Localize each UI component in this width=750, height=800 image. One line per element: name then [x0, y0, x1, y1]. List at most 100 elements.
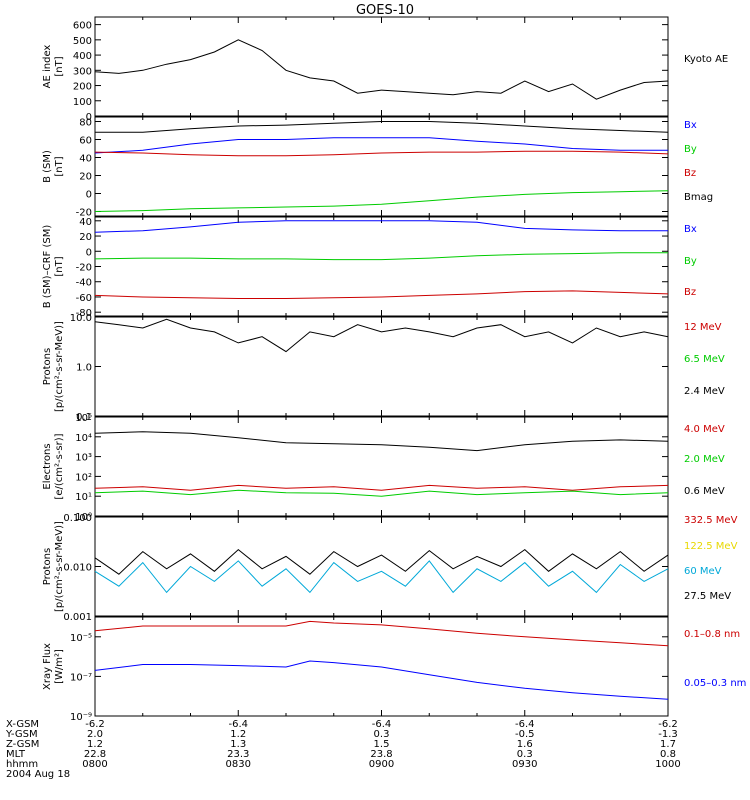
y-tick-label: 20	[79, 172, 92, 183]
y-axis-label: Xray Flux	[42, 643, 53, 690]
legend-entry: 0.6 MeV	[684, 486, 725, 497]
legend-entry: 332.5 MeV	[684, 515, 738, 526]
x-tick-label: 0830	[226, 759, 251, 770]
x-tick-label: -6.2	[85, 719, 105, 730]
y-axis-label: [p/(cm²-s-sr-MeV)]	[54, 321, 65, 412]
x-tick-label: 0800	[82, 759, 107, 770]
legend-entry: 2.4 MeV	[684, 386, 725, 397]
y-axis-label: [W/m²]	[54, 649, 65, 684]
x-tick-label: -6.2	[658, 719, 678, 730]
y-tick-label: 0	[86, 247, 92, 258]
y-tick-label: -20	[76, 208, 92, 219]
legend-entry: 0.05–0.3 nm	[684, 678, 746, 689]
y-tick-label: -80	[76, 308, 92, 319]
series-line	[94, 431, 669, 452]
panel-6: 0.001 0.010 0.100 Protons [p/(cm²-s-sr-MeV)]…	[42, 513, 738, 623]
y-tick-label: 10⁴	[75, 433, 92, 444]
x-tick-label: 23.8	[370, 749, 392, 760]
series-line	[95, 121, 669, 133]
legend-entry: 27.5 MeV	[684, 591, 731, 602]
y-axis-label: AE index	[42, 45, 53, 89]
y-tick-label: 0.010	[63, 563, 92, 574]
legend-entry: 12 MeV	[684, 322, 722, 333]
legend-entry: 6.5 MeV	[684, 354, 725, 365]
y-tick-label: 300	[73, 66, 92, 77]
y-tick-label: 400	[73, 51, 92, 62]
y-tick-label: 10¹	[75, 492, 92, 503]
x-tick-label: 1.5	[374, 739, 390, 750]
x-axis-table: X-GSM -6.2 -6.4 -6.4 -6.4 -6.2Y-GSM 2.0 1.2 0.3-…	[5, 719, 681, 780]
legend-entry: Bmag	[684, 192, 713, 203]
y-tick-label: 1.0	[76, 363, 92, 374]
y-axis-label: [nT]	[54, 256, 65, 276]
y-tick-label: 60	[79, 136, 92, 147]
panel-3: -80 -60 -40 -20 0 20 40 B (SM)–CRF (SM) [nT] Bx By…	[42, 216, 697, 319]
legend-entry: 60 MeV	[684, 566, 722, 577]
x-tick-label: 1.2	[230, 729, 246, 740]
y-axis-label: [e/(cm²-s-sr)]	[54, 433, 65, 499]
x-tick-label: 0.8	[660, 749, 676, 760]
date-label: 2004 Aug 18	[6, 769, 70, 780]
x-tick-label: 1.7	[660, 739, 676, 750]
x-tick-label: 0930	[512, 759, 537, 770]
series-line	[94, 318, 669, 353]
y-tick-label: 500	[73, 36, 92, 47]
panel-frame	[94, 216, 669, 317]
x-tick-label: 1.3	[230, 739, 246, 750]
x-tick-label: -1.3	[658, 729, 678, 740]
y-tick-label: 0	[86, 190, 92, 201]
y-tick-label: 10⁻⁹	[70, 712, 92, 723]
x-tick-label: 1.2	[87, 739, 103, 750]
panel-frame	[94, 116, 669, 217]
y-tick-label: 10²	[75, 472, 92, 483]
panel-4: 0.1 1.0 10.0 Protons [p/(cm²-s-sr-MeV)] 12 Me…	[42, 313, 725, 423]
y-tick-label: 10⁻⁷	[70, 672, 92, 683]
legend-entry: 0.1–0.8 nm	[684, 629, 740, 640]
y-axis-label: B (SM)–CRF (SM)	[42, 225, 53, 309]
y-tick-label: 40	[79, 217, 92, 228]
y-axis-label: [p/(cm²-s-sr-MeV)]	[54, 521, 65, 612]
y-axis-label: Protons	[42, 348, 53, 385]
legend-entry: Bx	[684, 224, 697, 235]
y-tick-label: -60	[76, 293, 92, 304]
y-tick-label: -40	[76, 278, 92, 289]
y-tick-label: 10⁻⁵	[70, 633, 92, 644]
series-line	[94, 190, 669, 212]
series-line	[94, 220, 668, 233]
y-tick-label: 10⁵	[75, 413, 92, 424]
legend-entry: By	[684, 256, 697, 267]
x-axis-row-label: MLT	[6, 749, 26, 760]
x-tick-label: -0.5	[515, 729, 535, 740]
y-axis-label: Electrons	[42, 443, 53, 489]
x-tick-label: 0900	[369, 759, 394, 770]
panel-frame	[94, 416, 669, 517]
x-tick-label: 1.6	[517, 739, 533, 750]
legend-entry: Bx	[684, 120, 697, 131]
series-line	[94, 620, 669, 647]
series-line	[94, 39, 669, 100]
legend-entry: 2.0 MeV	[684, 454, 725, 465]
x-tick-label: 2.0	[87, 729, 103, 740]
y-tick-label: 0.100	[63, 513, 92, 524]
x-tick-label: 0.3	[517, 749, 533, 760]
y-axis-label: [nT]	[54, 56, 65, 76]
legend-entry: Bz	[684, 168, 696, 179]
y-tick-label: 10⁰	[75, 512, 92, 523]
series-line	[94, 489, 669, 497]
y-tick-label: 100	[73, 97, 92, 108]
series-line	[94, 548, 669, 575]
y-tick-label: 20	[79, 232, 92, 243]
panel-1: 0 100 200 300 400 500 600 AE index [nT] Kyoto AE	[42, 16, 728, 123]
x-tick-label: -6.4	[228, 719, 248, 730]
y-tick-label: 10.0	[70, 313, 92, 324]
y-tick-label: 0.1	[76, 412, 92, 423]
legend-entry: Kyoto AE	[684, 54, 728, 65]
legend-entry: 122.5 MeV	[684, 541, 738, 552]
x-tick-label: -6.4	[515, 719, 535, 730]
y-tick-label: 10³	[75, 453, 92, 464]
x-axis-row-label: hhmm	[6, 759, 38, 770]
x-axis-row-label: Z-GSM	[6, 739, 39, 750]
series-line	[94, 252, 668, 261]
y-tick-label: 40	[79, 154, 92, 165]
